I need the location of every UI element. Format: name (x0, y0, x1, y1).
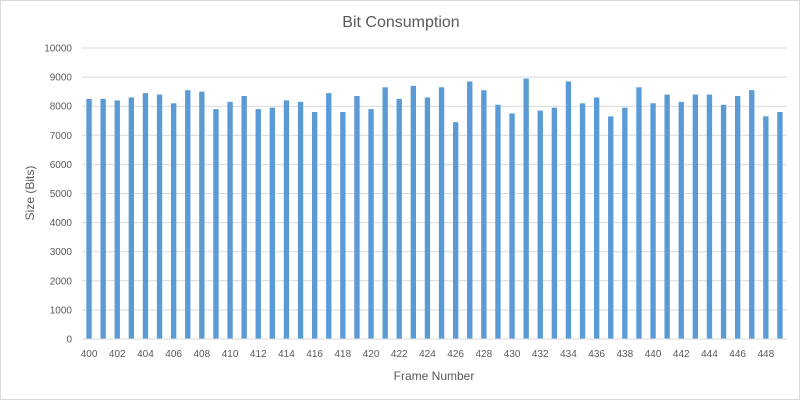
x-tick-label: 410 (222, 349, 239, 360)
bar-frame-429 (495, 104, 501, 340)
x-tick-label: 402 (109, 349, 126, 360)
bar-frame-448 (763, 116, 769, 339)
bar-frame-436 (593, 97, 600, 339)
bar-frame-447 (749, 90, 755, 339)
bar-frame-449 (777, 112, 783, 340)
x-tick-labels: 400 402 404 406 408 410 412 414 416 418 420 422 424 4… (81, 349, 775, 360)
x-tick-label: 420 (363, 349, 380, 360)
x-tick-label: 416 (306, 349, 323, 360)
x-tick-label: 446 (729, 349, 746, 360)
x-tick-label: 444 (701, 349, 718, 360)
y-axis-title: Size (Bits) (23, 166, 37, 221)
chart-title: Bit Consumption (342, 14, 459, 31)
y-tick-label: 2000 (50, 276, 73, 287)
x-tick-label: 424 (419, 349, 436, 360)
bar-frame-421 (382, 87, 388, 339)
bar-frame-446 (734, 96, 741, 339)
bar-frame-406 (170, 103, 177, 339)
y-tick-label: 5000 (50, 189, 73, 200)
bar-frame-416 (311, 112, 318, 340)
bar-frame-426 (452, 122, 459, 339)
bar-frame-419 (354, 96, 360, 339)
bar-frame-438 (622, 107, 628, 339)
x-tick-label: 432 (532, 349, 549, 360)
x-tick-label: 408 (194, 349, 211, 360)
bar-frame-430 (509, 113, 515, 339)
x-tick-label: 426 (447, 349, 464, 360)
bar-frame-427 (467, 81, 473, 339)
x-tick-label: 414 (278, 349, 295, 360)
y-tick-label: 0 (66, 335, 72, 346)
x-tick-label: 438 (617, 349, 634, 360)
y-tick-label: 4000 (50, 218, 73, 229)
x-tick-label: 428 (476, 349, 493, 360)
bar-frame-428 (481, 90, 487, 339)
x-tick-label: 448 (758, 349, 775, 360)
bar-frame-434 (565, 81, 572, 339)
y-tick-label: 3000 (50, 247, 73, 258)
bar-frame-420 (368, 109, 374, 339)
x-tick-label: 418 (335, 349, 352, 360)
y-tick-label: 1000 (50, 305, 73, 316)
bar-frame-409 (213, 109, 219, 339)
bar-frame-441 (664, 94, 670, 339)
bar-frame-410 (227, 101, 233, 340)
bar-frame-418 (340, 112, 346, 340)
x-tick-label: 422 (391, 349, 408, 360)
bar-frame-423 (410, 85, 417, 339)
y-tick-labels: 0 1000 2000 3000 4000 5000 6000 7000 8000 9000 100… (44, 44, 72, 346)
x-tick-label: 406 (165, 349, 182, 360)
bar-frame-432 (537, 110, 543, 339)
bar-frame-422 (396, 98, 402, 339)
bar-frame-425 (438, 87, 445, 339)
x-tick-label: 434 (560, 349, 577, 360)
x-tick-label: 404 (137, 349, 154, 360)
bar-frame-400 (86, 98, 92, 339)
bar-frame-443 (692, 94, 699, 339)
x-tick-label: 412 (250, 349, 267, 360)
y-tick-label: 9000 (50, 73, 73, 84)
bar-frame-408 (199, 91, 205, 340)
bar-frame-439 (636, 87, 642, 339)
x-tick-label: 440 (645, 349, 662, 360)
bar-frame-442 (678, 101, 684, 340)
bar-frame-433 (551, 107, 558, 339)
x-axis-title: Frame Number (394, 369, 475, 383)
y-tick-label: 7000 (50, 131, 73, 142)
bar-frame-414 (283, 100, 290, 339)
bar-frame-403 (128, 97, 135, 339)
bar-frame-405 (156, 94, 163, 339)
x-tick-label: 430 (504, 349, 521, 360)
bar-frame-437 (608, 116, 614, 339)
bar-frame-413 (269, 107, 276, 339)
bar-frame-444 (706, 94, 713, 339)
bar-frame-417 (326, 93, 332, 339)
y-tick-label: 6000 (50, 160, 73, 171)
bar-frame-401 (100, 98, 106, 339)
bar-frame-415 (297, 101, 304, 340)
bar-frame-435 (579, 103, 586, 339)
bars (86, 78, 783, 340)
bar-frame-402 (114, 100, 120, 339)
bar-frame-411 (241, 96, 247, 339)
y-tick-label: 8000 (50, 102, 73, 113)
x-tick-label: 442 (673, 349, 690, 360)
bar-frame-424 (424, 97, 431, 339)
bar-frame-412 (255, 109, 261, 339)
bar-frame-445 (720, 104, 727, 340)
bar-frame-404 (142, 93, 149, 339)
bar-frame-407 (185, 90, 191, 339)
x-tick-label: 400 (81, 349, 98, 360)
bar-frame-440 (650, 103, 656, 339)
bar-frame-431 (523, 78, 529, 340)
y-tick-label: 10000 (44, 44, 72, 55)
x-tick-label: 436 (588, 349, 605, 360)
